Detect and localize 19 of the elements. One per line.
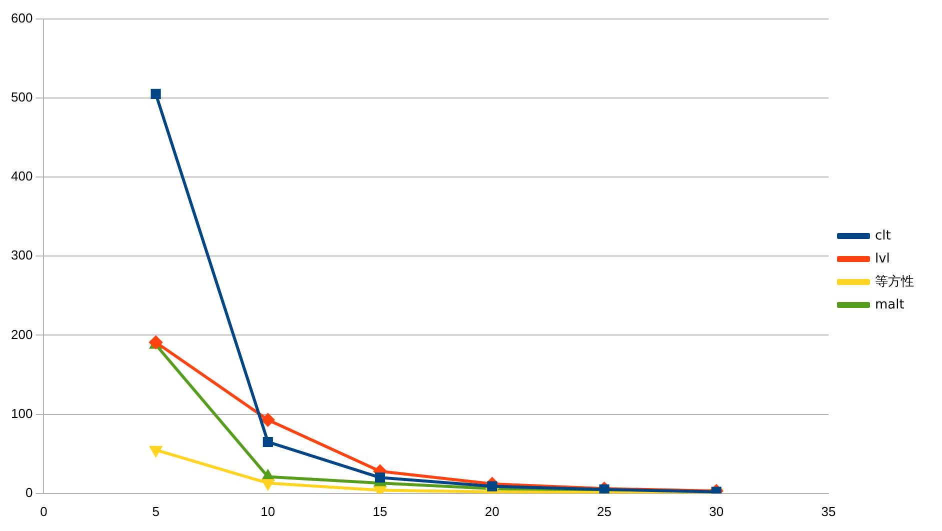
x-tick-label: 10: [260, 504, 276, 519]
y-tick-label: 200: [10, 326, 33, 342]
y-tick-label: 300: [10, 248, 33, 263]
legend-label: malt: [875, 297, 904, 312]
x-tick-label: 35: [821, 504, 836, 519]
x-tick-label: 30: [709, 504, 724, 519]
legend-label: lvl: [875, 251, 890, 266]
x-tick-label: 25: [597, 504, 612, 519]
y-tick-label: 400: [10, 168, 33, 184]
x-tick-label: 20: [484, 504, 500, 519]
y-tick-label: 600: [10, 10, 33, 26]
y-tick-label: 500: [10, 89, 33, 104]
y-tick-label: 100: [10, 406, 33, 421]
x-tick-label: 5: [152, 504, 160, 519]
legend-label: 等方性: [875, 273, 914, 290]
legend-label: clt: [875, 228, 891, 244]
x-tick-label: 15: [372, 504, 388, 519]
y-tick-label: 0: [25, 484, 33, 500]
x-tick-label: 0: [40, 504, 48, 519]
